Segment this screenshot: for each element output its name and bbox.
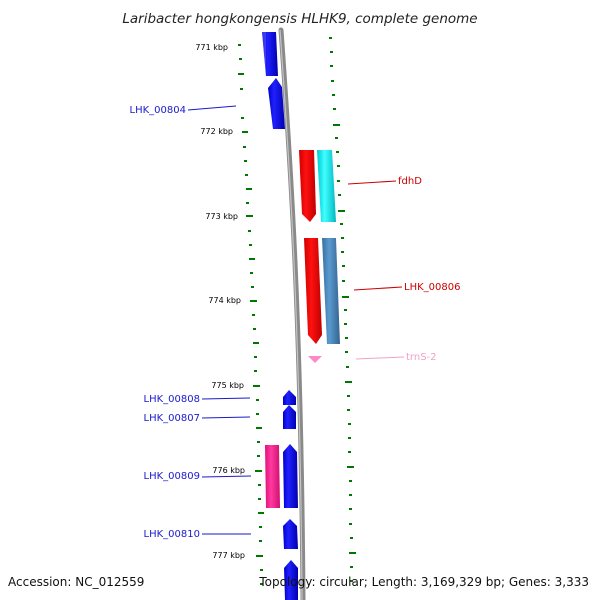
tick-label: 772 kbp bbox=[200, 127, 233, 136]
leader-line bbox=[201, 397, 251, 400]
leader-line bbox=[347, 180, 397, 185]
backbone-highlight bbox=[279, 29, 303, 600]
leader-line bbox=[353, 286, 403, 291]
forward-strand-features bbox=[262, 32, 298, 600]
gene-feature-trns-2[interactable] bbox=[308, 356, 322, 363]
leader-line bbox=[187, 105, 237, 111]
right-tick-rail bbox=[329, 37, 356, 582]
gene-feature-fdhd[interactable] bbox=[299, 150, 316, 222]
gene-label-lhk-00808[interactable]: LHK_00808 bbox=[144, 394, 200, 405]
genome-summary-text: Topology: circular; Length: 3,169,329 bp… bbox=[258, 575, 589, 589]
gene-label-trns-2[interactable]: trnS-2 bbox=[406, 352, 437, 363]
gene-feature-lhk-00808[interactable] bbox=[283, 390, 296, 405]
gene-label-lhk-00810[interactable]: LHK_00810 bbox=[144, 529, 200, 540]
leader-lines bbox=[187, 105, 405, 535]
gene-label-lhk-00804[interactable]: LHK_00804 bbox=[130, 105, 186, 116]
gene-feature[interactable] bbox=[262, 32, 278, 76]
gene-labels: LHK_00804 fdhD LHK_00806 trnS-2 LHK_0080… bbox=[130, 105, 461, 540]
tick-label: 777 kbp bbox=[212, 551, 245, 560]
map-title: Laribacter hongkongensis HLHK9, complete… bbox=[122, 11, 477, 27]
reverse-strand-features bbox=[299, 150, 340, 363]
gene-label-lhk-00809[interactable]: LHK_00809 bbox=[144, 471, 200, 482]
gene-feature-lhk-00807[interactable] bbox=[283, 405, 296, 429]
gene-feature-magenta[interactable] bbox=[265, 445, 280, 508]
left-tick-rail bbox=[238, 44, 264, 585]
genome-backbone bbox=[278, 27, 306, 600]
tick-label: 771 kbp bbox=[195, 43, 228, 52]
gene-feature-lhk-00806[interactable] bbox=[304, 238, 322, 344]
leader-line bbox=[355, 356, 405, 360]
tick-label: 775 kbp bbox=[211, 381, 244, 390]
gene-label-fdhd[interactable]: fdhD bbox=[398, 176, 422, 187]
gene-feature-lhk-00804[interactable] bbox=[268, 78, 285, 129]
accession-text: Accession: NC_012559 bbox=[8, 575, 144, 589]
tick-label: 774 kbp bbox=[208, 296, 241, 305]
gene-feature-lhk-00810[interactable] bbox=[283, 519, 298, 549]
gene-feature-lhk-00809[interactable] bbox=[283, 444, 298, 508]
gene-feature bbox=[262, 32, 266, 76]
leader-line bbox=[201, 475, 252, 478]
tick-label: 776 kbp bbox=[212, 466, 245, 475]
gene-feature-cyan[interactable] bbox=[317, 150, 336, 222]
tick-label: 773 kbp bbox=[205, 212, 238, 221]
gene-label-lhk-00806[interactable]: LHK_00806 bbox=[404, 282, 460, 293]
tick-labels: 771 kbp 772 kbp 773 kbp 774 kbp 775 kbp … bbox=[195, 43, 245, 560]
leader-line bbox=[201, 416, 251, 419]
gene-feature-steelblue[interactable] bbox=[322, 238, 340, 344]
gene-label-lhk-00807[interactable]: LHK_00807 bbox=[144, 413, 200, 424]
gene-feature[interactable] bbox=[284, 560, 298, 600]
